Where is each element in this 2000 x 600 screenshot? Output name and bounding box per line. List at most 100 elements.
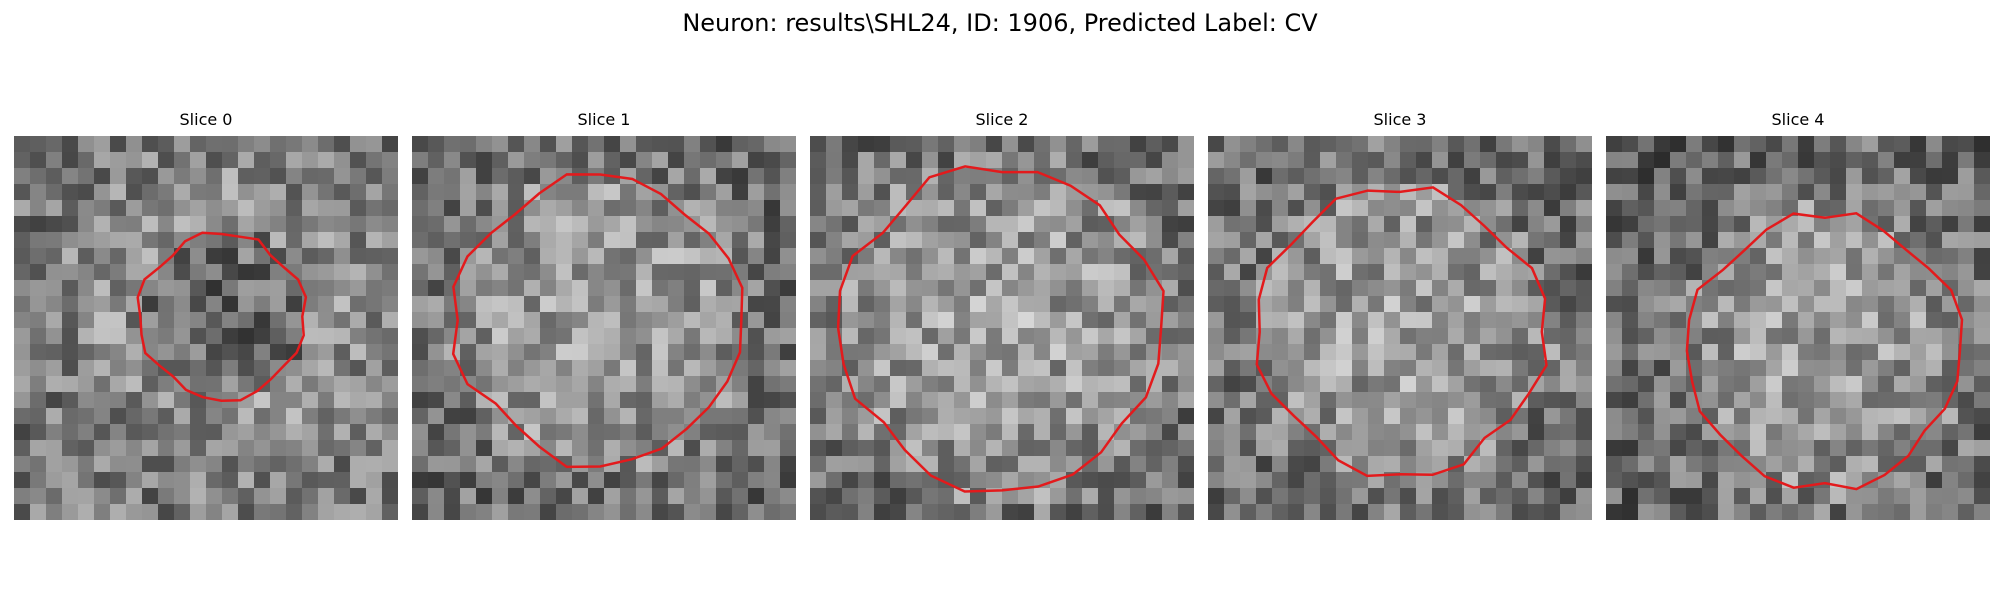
- pixel: [970, 392, 987, 409]
- pixel: [1384, 136, 1401, 153]
- pixel: [1066, 200, 1083, 217]
- slice-panel-3: Slice 3: [1208, 106, 1592, 520]
- pixel: [1702, 344, 1719, 361]
- pixel: [1368, 136, 1385, 153]
- pixel: [1208, 200, 1225, 217]
- pixel: [62, 136, 79, 153]
- pixel: [334, 376, 351, 393]
- pixel: [1130, 136, 1147, 153]
- pixel: [1750, 136, 1767, 153]
- pixel: [1830, 424, 1847, 441]
- pixel: [1304, 472, 1321, 489]
- pixel: [1130, 360, 1147, 377]
- pixel: [780, 344, 796, 361]
- pixel: [636, 472, 653, 489]
- pixel: [46, 248, 63, 265]
- pixel: [764, 456, 781, 473]
- pixel: [938, 232, 955, 249]
- pixel: [1750, 200, 1767, 217]
- pixel: [1336, 488, 1353, 505]
- pixel: [350, 152, 367, 169]
- pixel: [508, 296, 525, 313]
- pixel: [1926, 376, 1943, 393]
- pixel: [1798, 248, 1815, 265]
- pixel: [1544, 168, 1561, 185]
- pixel: [1926, 248, 1943, 265]
- pixel: [1702, 456, 1719, 473]
- pixel: [970, 296, 987, 313]
- pixel: [382, 312, 398, 329]
- pixel: [970, 232, 987, 249]
- pixel: [334, 360, 351, 377]
- pixel: [748, 296, 765, 313]
- pixel: [1958, 184, 1975, 201]
- pixel: [476, 360, 493, 377]
- pixel: [492, 360, 509, 377]
- pixel: [1162, 488, 1179, 505]
- pixel: [206, 216, 223, 233]
- pixel: [1288, 328, 1305, 345]
- pixel: [524, 136, 541, 153]
- pixel: [1272, 456, 1289, 473]
- pixel: [1034, 248, 1051, 265]
- pixel: [1384, 264, 1401, 281]
- pixel: [1528, 440, 1545, 457]
- pixel: [382, 504, 398, 520]
- pixel: [540, 216, 557, 233]
- pixel: [1432, 248, 1449, 265]
- pixel: [716, 424, 733, 441]
- pixel: [556, 264, 573, 281]
- pixel: [350, 248, 367, 265]
- pixel: [938, 408, 955, 425]
- pixel: [1368, 328, 1385, 345]
- pixel: [1304, 440, 1321, 457]
- pixel: [30, 312, 47, 329]
- pixel: [350, 408, 367, 425]
- pixel: [1018, 152, 1035, 169]
- pixel: [1256, 424, 1273, 441]
- pixel: [652, 488, 669, 505]
- pixel: [970, 424, 987, 441]
- pixel: [700, 248, 717, 265]
- pixel: [1926, 184, 1943, 201]
- pixel: [874, 344, 891, 361]
- pixel: [1670, 152, 1687, 169]
- pixel: [1002, 424, 1019, 441]
- pixel: [1496, 488, 1513, 505]
- pixel: [556, 424, 573, 441]
- pixel: [412, 264, 429, 281]
- pixel: [620, 488, 637, 505]
- pixel: [540, 312, 557, 329]
- pixel: [1846, 232, 1863, 249]
- pixel: [668, 184, 685, 201]
- pixel: [748, 216, 765, 233]
- pixel: [524, 456, 541, 473]
- pixel: [1066, 328, 1083, 345]
- pixel: [1638, 312, 1655, 329]
- pixel: [1432, 488, 1449, 505]
- pixel: [1146, 472, 1163, 489]
- pixel: [142, 392, 159, 409]
- pixel: [412, 200, 429, 217]
- pixel: [780, 392, 796, 409]
- pixel: [1240, 216, 1257, 233]
- pixel: [254, 312, 271, 329]
- pixel: [1560, 408, 1577, 425]
- pixel: [1368, 312, 1385, 329]
- pixel: [1352, 392, 1369, 409]
- pixel: [46, 312, 63, 329]
- pixel: [1432, 424, 1449, 441]
- pixel: [588, 200, 605, 217]
- pixel: [1846, 264, 1863, 281]
- pixel: [732, 216, 749, 233]
- pixel: [94, 392, 111, 409]
- pixel: [508, 360, 525, 377]
- pixel: [970, 200, 987, 217]
- pixel: [970, 152, 987, 169]
- pixel: [460, 232, 477, 249]
- pixel: [1256, 488, 1273, 505]
- pixel: [158, 392, 175, 409]
- pixel: [540, 328, 557, 345]
- pixel: [1528, 296, 1545, 313]
- pixel: [1400, 168, 1417, 185]
